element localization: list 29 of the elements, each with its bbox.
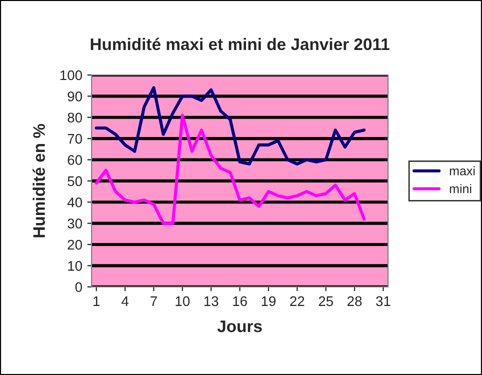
y-axis-title: Humidité en %: [32, 124, 45, 238]
y-tick-label: 50: [68, 176, 82, 186]
y-tick-label: 100: [60, 70, 82, 80]
y-tick-label: 10: [68, 261, 82, 271]
x-tick-label: 7: [150, 296, 157, 306]
x-tick-label: 13: [204, 296, 218, 306]
y-tick-label: 60: [68, 155, 82, 165]
y-tick-label: 0: [75, 282, 82, 292]
x-tick-label: 16: [233, 296, 247, 306]
x-tick-label: 1: [94, 296, 100, 306]
y-tick-label: 40: [67, 197, 82, 208]
y-tick-label: 90: [68, 92, 82, 102]
x-axis-title: Jours: [217, 320, 262, 332]
legend-label: mini: [450, 184, 472, 194]
x-tick-label: 19: [262, 296, 276, 306]
x-tick-label: 28: [348, 296, 362, 306]
y-tick-label: 30: [68, 218, 82, 228]
y-tick-label: 80: [68, 112, 82, 123]
legend-label: maxi: [450, 166, 475, 176]
line-series: [94, 114, 366, 225]
x-tick-label: 25: [318, 296, 333, 306]
y-tick-label: 70: [68, 134, 82, 144]
chart-title: Humidité maxi et mini de Janvier 2011: [90, 38, 390, 50]
x-tick-label: 4: [122, 296, 129, 306]
x-tick-label: 31: [376, 296, 390, 306]
y-tick-label: 20: [68, 240, 82, 250]
x-tick-label: 10: [176, 296, 190, 306]
x-tick-label: 22: [290, 296, 304, 306]
line-series: [94, 86, 366, 166]
